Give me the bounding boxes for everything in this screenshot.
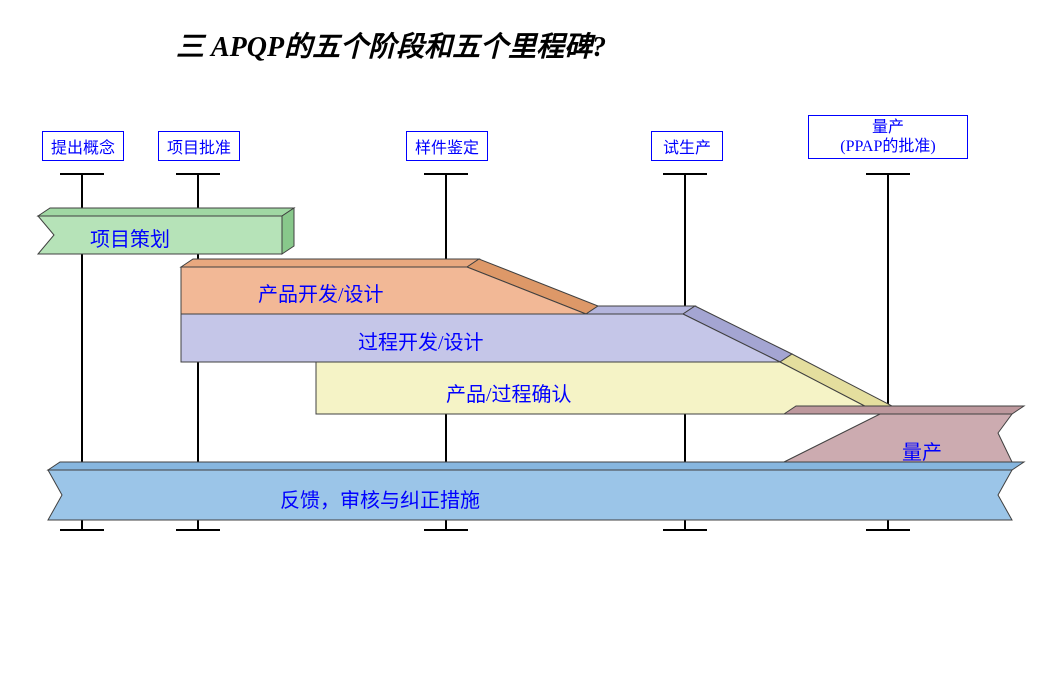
diagram-container: 三 APQP的五个阶段和五个里程碑? 提出概念 项目批准 样件鉴定 试生产 量产… [0, 0, 1058, 680]
phase-process-design [181, 306, 792, 362]
phase-label-product: 产品开发/设计 [258, 278, 384, 307]
phase-validation [316, 354, 892, 414]
phase-label-feedback: 反馈，审核与纠正措施 [280, 484, 480, 513]
phase-feedback [48, 462, 1024, 520]
phase-label-production: 量产 [902, 436, 942, 465]
diagram-svg [0, 0, 1058, 680]
phase-label-planning: 项目策划 [90, 223, 170, 252]
phase-label-validation: 产品/过程确认 [446, 378, 572, 407]
phase-product-design [181, 259, 598, 314]
phase-label-process: 过程开发/设计 [358, 326, 484, 355]
